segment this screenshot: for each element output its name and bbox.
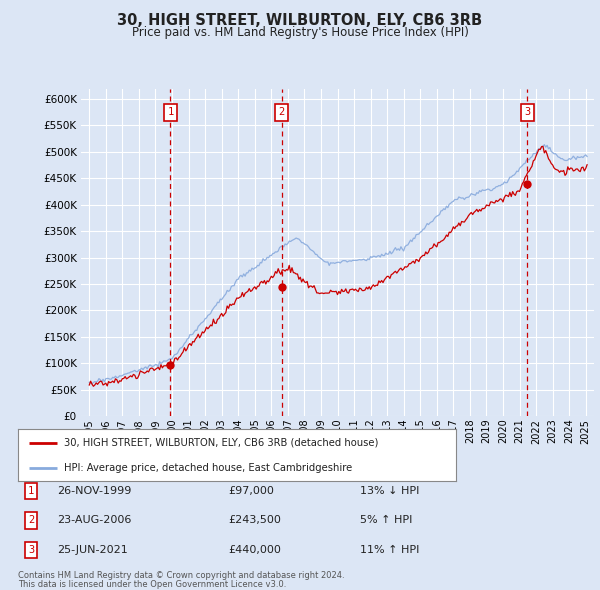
Text: 25-JUN-2021: 25-JUN-2021 <box>57 545 128 555</box>
Text: 26-NOV-1999: 26-NOV-1999 <box>57 486 131 496</box>
Text: £440,000: £440,000 <box>228 545 281 555</box>
Text: 11% ↑ HPI: 11% ↑ HPI <box>360 545 419 555</box>
Text: Contains HM Land Registry data © Crown copyright and database right 2024.: Contains HM Land Registry data © Crown c… <box>18 571 344 581</box>
Text: 30, HIGH STREET, WILBURTON, ELY, CB6 3RB: 30, HIGH STREET, WILBURTON, ELY, CB6 3RB <box>118 13 482 28</box>
Text: 1: 1 <box>167 107 173 117</box>
Text: This data is licensed under the Open Government Licence v3.0.: This data is licensed under the Open Gov… <box>18 579 286 589</box>
Text: HPI: Average price, detached house, East Cambridgeshire: HPI: Average price, detached house, East… <box>64 463 352 473</box>
Text: £243,500: £243,500 <box>228 516 281 525</box>
Text: 3: 3 <box>524 107 530 117</box>
Text: 30, HIGH STREET, WILBURTON, ELY, CB6 3RB (detached house): 30, HIGH STREET, WILBURTON, ELY, CB6 3RB… <box>64 438 379 448</box>
Text: 5% ↑ HPI: 5% ↑ HPI <box>360 516 412 525</box>
Text: 13% ↓ HPI: 13% ↓ HPI <box>360 486 419 496</box>
Text: 2: 2 <box>278 107 284 117</box>
Text: Price paid vs. HM Land Registry's House Price Index (HPI): Price paid vs. HM Land Registry's House … <box>131 26 469 39</box>
Text: 2: 2 <box>28 516 34 525</box>
Text: £97,000: £97,000 <box>228 486 274 496</box>
Text: 23-AUG-2006: 23-AUG-2006 <box>57 516 131 525</box>
Text: 3: 3 <box>28 545 34 555</box>
Text: 1: 1 <box>28 486 34 496</box>
